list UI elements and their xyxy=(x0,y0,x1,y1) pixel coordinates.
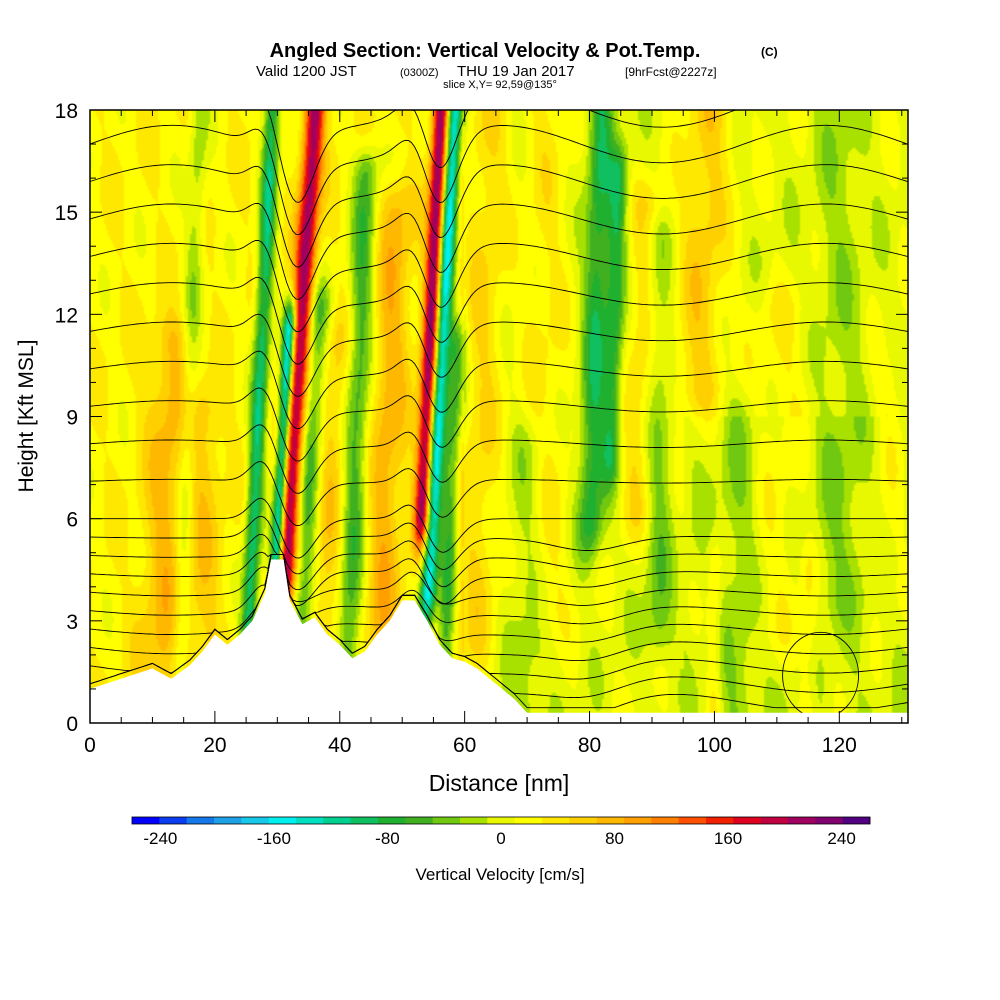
x-tick-label: 120 xyxy=(822,734,857,757)
y-axis: 0 3 6 9 12 15 18 xyxy=(55,100,908,736)
x-tick-label: 80 xyxy=(578,734,601,757)
colorbar-tick-label: 0 xyxy=(496,829,505,848)
colorbar-swatch xyxy=(569,817,598,824)
x-tick-label: 40 xyxy=(328,734,351,757)
theta-contour xyxy=(89,553,909,625)
colorbar-swatch xyxy=(487,817,516,824)
colorbar-swatch xyxy=(596,817,625,824)
theta-contour xyxy=(89,124,909,236)
y-tick-label: 0 xyxy=(66,713,78,736)
y-tick-label: 3 xyxy=(66,611,78,634)
theta-contour xyxy=(89,350,909,430)
y-tick-label: 9 xyxy=(66,407,78,430)
y-axis-label: Height [Kft MSL] xyxy=(15,340,38,493)
colorbar-swatch xyxy=(241,817,270,824)
colorbar-swatch xyxy=(186,817,215,824)
colorbar-swatch xyxy=(706,817,734,824)
colorbar-swatch xyxy=(405,817,434,824)
colorbar-swatch xyxy=(214,817,242,824)
chart-title-unit: (C) xyxy=(761,45,778,59)
colorbar-swatch xyxy=(132,817,160,824)
colorbar-swatch xyxy=(378,817,406,824)
colorbar-swatch xyxy=(678,817,707,824)
vertical-velocity-field xyxy=(90,110,908,723)
colorbar-swatch xyxy=(350,817,379,824)
theta-contour xyxy=(89,533,909,591)
x-tick-label: 100 xyxy=(697,734,732,757)
x-axis-label: Distance [nm] xyxy=(429,770,570,796)
colorbar-swatch xyxy=(842,817,871,824)
theta-contour xyxy=(89,461,909,527)
x-tick-label: 20 xyxy=(203,734,226,757)
colorbar-swatch xyxy=(323,817,352,824)
theta-contour xyxy=(89,553,909,606)
terrain-mask xyxy=(90,559,908,723)
forecast-info: [9hrFcst@2227z] xyxy=(625,65,717,79)
colorbar-tick-label: -80 xyxy=(375,829,400,848)
colorbar-swatch xyxy=(514,817,543,824)
theta-contour xyxy=(89,313,909,397)
colorbar-swatch xyxy=(268,817,297,824)
colorbar-swatch xyxy=(733,817,762,824)
theta-contour xyxy=(89,387,909,462)
theta-contour xyxy=(89,553,909,643)
y-tick-label: 12 xyxy=(55,304,78,327)
chart-header: Angled Section: Vertical Velocity & Pot.… xyxy=(256,40,778,91)
valid-date: THU 19 Jan 2017 xyxy=(457,63,575,80)
theta-contour xyxy=(89,553,909,662)
theta-contour xyxy=(89,202,909,300)
slice-info: slice X,Y= 92,59@135° xyxy=(443,79,557,91)
colorbar-tick-label: 160 xyxy=(714,829,742,848)
colorbar-tick-label: -240 xyxy=(143,829,177,848)
colorbar-tick-label: 80 xyxy=(605,829,624,848)
colorbar-tick-label: 240 xyxy=(827,829,855,848)
colorbar-swatch xyxy=(432,817,461,824)
colorbar-swatch xyxy=(542,817,570,824)
theta-contour xyxy=(89,276,909,365)
x-tick-label: 0 xyxy=(84,734,96,757)
colorbar-label: Vertical Velocity [cm/s] xyxy=(415,865,584,884)
x-tick-label: 60 xyxy=(453,734,476,757)
theta-contour xyxy=(89,164,909,268)
valid-time-prefix: Valid 1200 JST xyxy=(256,63,357,80)
chart-title: Angled Section: Vertical Velocity & Pot.… xyxy=(270,40,701,62)
theta-contour xyxy=(89,239,909,333)
colorbar-swatch xyxy=(651,817,680,824)
theta-contour xyxy=(89,551,909,607)
colorbar-swatch xyxy=(760,817,789,824)
y-tick-label: 6 xyxy=(66,509,78,532)
colorbar-swatch xyxy=(788,817,816,824)
valid-time-utc: (0300Z) xyxy=(400,67,439,79)
colorbar-swatch xyxy=(815,817,844,824)
colorbar-frame xyxy=(131,816,871,825)
x-axis: 0 20 40 60 80 100 120 xyxy=(84,110,903,757)
colorbar-swatch xyxy=(624,817,652,824)
colorbar-swatch xyxy=(460,817,488,824)
y-tick-label: 15 xyxy=(55,202,78,225)
y-tick-label: 18 xyxy=(55,100,78,123)
theta-contour xyxy=(90,515,909,575)
colorbar: -240 -160 -80 0 80 160 240 xyxy=(131,816,871,848)
colorbar-tick-label: -160 xyxy=(257,829,291,848)
theta-contour xyxy=(90,497,908,559)
colorbar-swatch xyxy=(296,817,324,824)
colorbar-swatch xyxy=(159,817,188,824)
theta-contour xyxy=(89,424,909,494)
